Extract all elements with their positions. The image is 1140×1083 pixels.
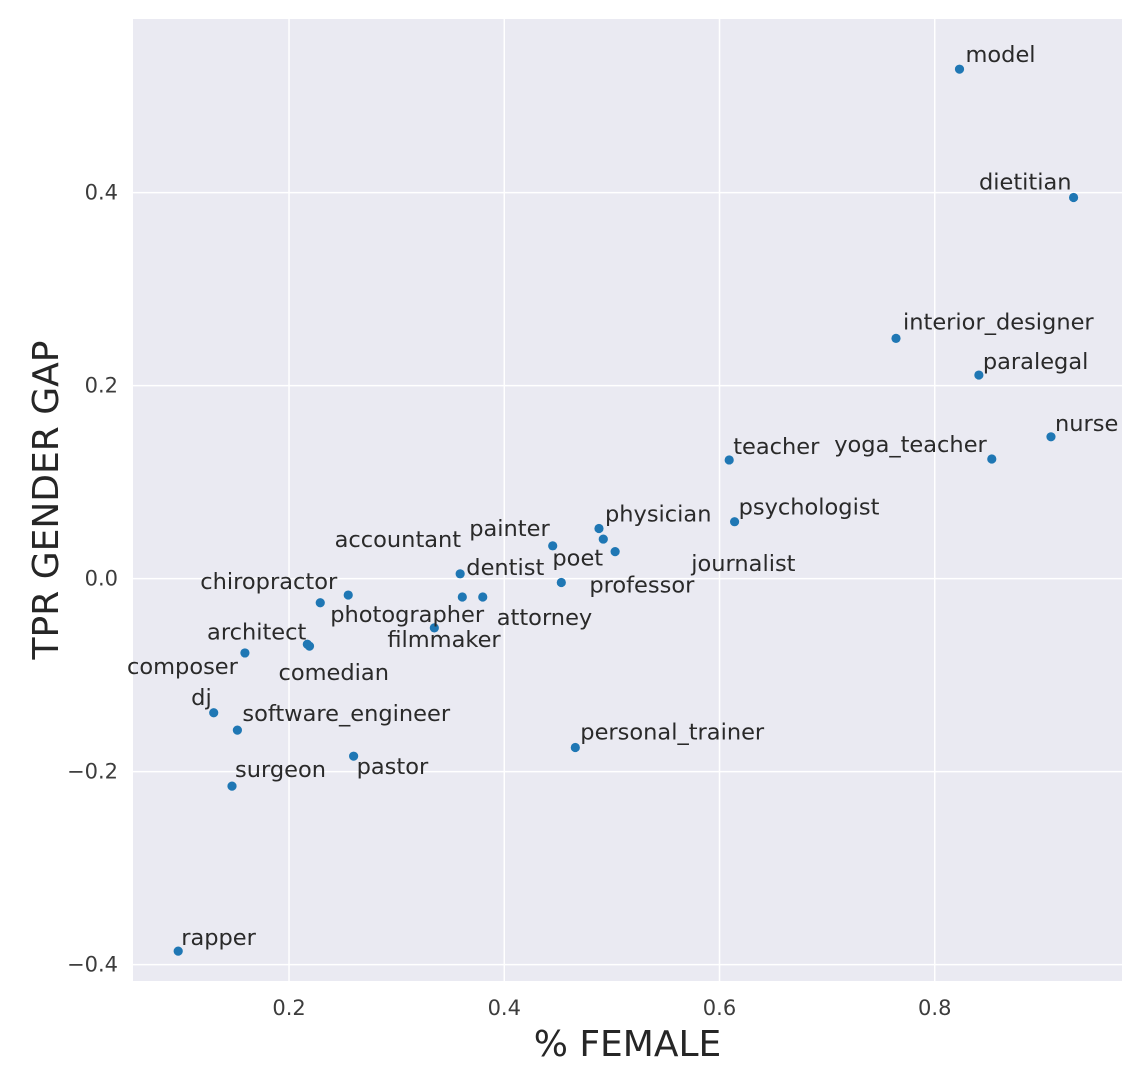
scatter-point-psychologist <box>729 517 740 527</box>
point-label-personal_trainer: personal_trainer <box>580 719 765 745</box>
point-label-nurse: nurse <box>1055 411 1118 437</box>
point-label-chiropractor: chiropractor <box>200 569 338 595</box>
point-label-psychologist: psychologist <box>739 495 880 521</box>
x-tick-0.8: 0.8 <box>918 996 951 1020</box>
scatter-point-rapper <box>173 946 183 956</box>
y-axis-tick-labels: 0.4 0.2 0.0 −0.2 −0.4 <box>67 181 118 977</box>
point-label-dentist: dentist <box>466 555 544 581</box>
y-tick-0.4: 0.4 <box>85 181 118 205</box>
scatter-point-photographer <box>315 598 325 608</box>
point-label-software_engineer: software_engineer <box>242 701 450 727</box>
scatter-point-painter <box>548 541 558 551</box>
point-label-composer: composer <box>127 654 239 680</box>
y-tick-−0.4: −0.4 <box>67 953 118 977</box>
x-tick-0.6: 0.6 <box>703 996 736 1020</box>
point-label-filmmaker: filmmaker <box>387 627 501 653</box>
point-label-surgeon: surgeon <box>235 757 326 783</box>
point-label-teacher: teacher <box>733 434 820 460</box>
scatter-point-attorney <box>478 592 488 602</box>
point-label-comedian: comedian <box>278 660 388 686</box>
scatter-point-filmmaker <box>429 623 439 633</box>
scatter-point-personal_trainer <box>570 742 580 753</box>
x-axis-tick-labels: 0.2 0.4 0.6 0.8 <box>272 996 951 1020</box>
x-axis-label: % FEMALE <box>534 1024 722 1065</box>
plot-background <box>133 19 1122 981</box>
scatter-point-paralegal <box>974 370 984 380</box>
y-tick-−0.2: −0.2 <box>67 760 118 784</box>
scatter-point-accountant <box>455 569 465 579</box>
point-label-accountant: accountant <box>335 527 462 553</box>
scatter-points <box>173 64 1079 956</box>
point-label-dietitian: dietitian <box>979 170 1072 196</box>
scatter-point-nurse <box>1046 432 1056 442</box>
scatter-point-composer <box>240 648 250 658</box>
point-label-journalist: journalist <box>690 551 795 577</box>
point-label-model: model <box>965 42 1035 68</box>
y-tick-0.0: 0.0 <box>85 567 118 591</box>
scatter-point-journalist <box>598 534 608 544</box>
scatter-point-chiropractor <box>343 590 353 600</box>
point-label-physician: physician <box>605 501 712 527</box>
point-label-photographer: photographer <box>330 602 485 628</box>
point-label-paralegal: paralegal <box>983 349 1089 375</box>
scatter-point-pastor <box>349 751 359 761</box>
point-label-poet: poet <box>552 546 603 572</box>
point-label-interior_designer: interior_designer <box>903 309 1094 335</box>
scatter-point-model <box>954 64 965 74</box>
point-label-architect: architect <box>207 619 306 645</box>
scatter-point-interior_designer <box>891 333 901 343</box>
point-annotations: model dietitian interior_designer paralegal… <box>127 42 1118 951</box>
point-label-dj: dj <box>191 685 212 711</box>
scatter-point-yoga_teacher <box>987 454 997 464</box>
point-label-yoga_teacher: yoga_teacher <box>834 432 987 458</box>
point-label-pastor: pastor <box>357 754 429 780</box>
scatter-point-comedian <box>304 641 315 651</box>
point-label-attorney: attorney <box>497 605 592 631</box>
scatter-point-physician <box>594 523 604 534</box>
point-label-professor: professor <box>589 572 695 598</box>
y-tick-0.2: 0.2 <box>85 374 118 398</box>
scatter-point-dietitian <box>1068 192 1079 203</box>
scatter-point-teacher <box>724 455 734 465</box>
scatter-point-professor <box>556 577 566 588</box>
point-label-rapper: rapper <box>181 925 256 951</box>
scatter-point-software_engineer <box>232 725 242 735</box>
x-tick-0.2: 0.2 <box>272 996 305 1020</box>
y-axis-label: TPR GENDER GAP <box>26 341 67 661</box>
scatter-point-surgeon <box>227 781 237 791</box>
scatter-point-poet <box>610 547 620 557</box>
gridlines <box>133 19 1122 981</box>
point-label-painter: painter <box>469 516 550 542</box>
scatter-point-dentist <box>457 592 467 602</box>
scatter-point-dj <box>209 708 219 718</box>
x-tick-0.4: 0.4 <box>488 996 521 1020</box>
